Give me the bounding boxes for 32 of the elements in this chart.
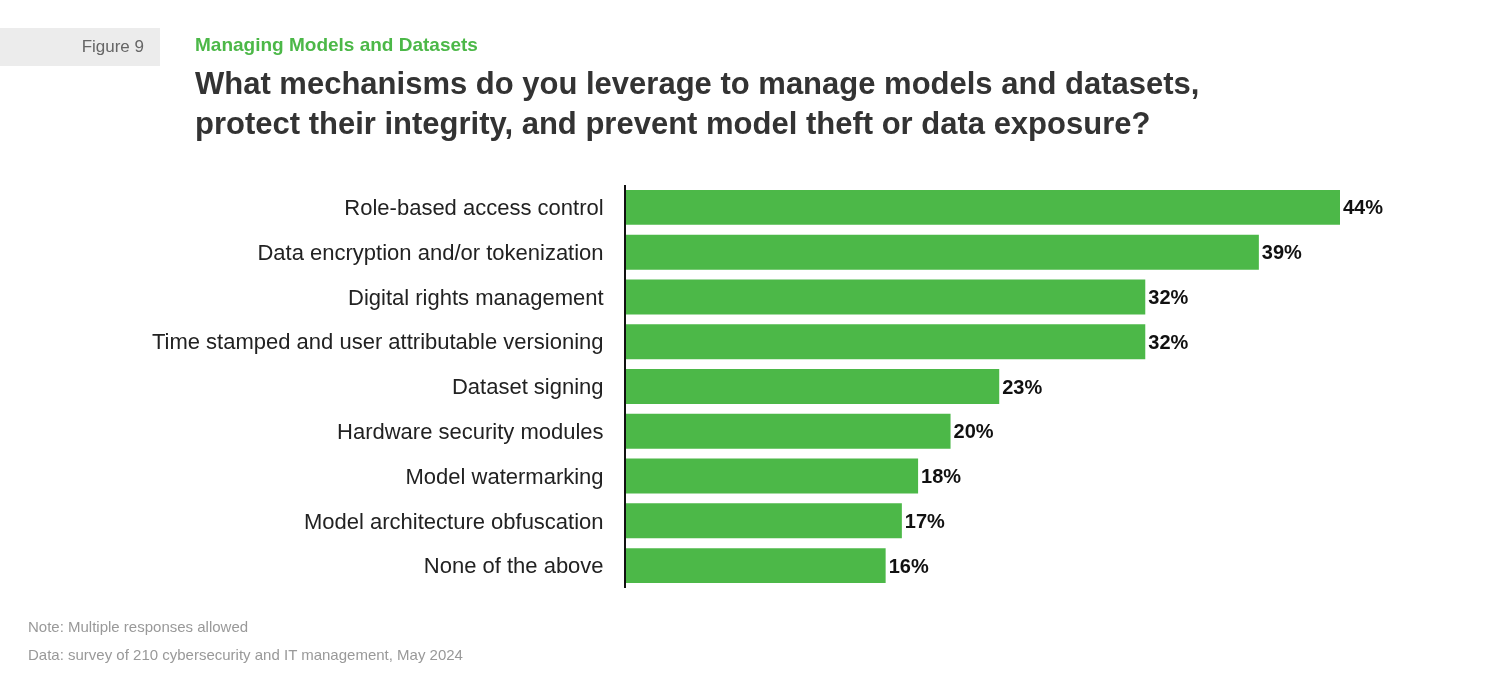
y-tick-label: Dataset signing [451,374,604,400]
y-tick-label: Time stamped and user attributable versioning [151,329,604,355]
bar [626,279,1146,315]
data-label: 32% [1148,330,1189,353]
y-tick-label: Hardware security modules [337,418,604,444]
data-label: 16% [888,554,929,577]
chart-title: What mechanisms do you leverage to manage models and datasets, protect their integrity, and prevent model theft or data exposure? [195,65,1200,143]
text: Managing Models and Datasets [195,34,478,56]
y-tick-label: Model watermarking [405,463,604,489]
y-tick-label: None of the above [423,553,604,579]
y-tick-label: Data encryption and/or tokenization [257,239,604,265]
data-label: 18% [921,465,962,488]
data-label: 20% [953,420,994,443]
y-tick-label: Digital rights management [348,284,604,310]
text: Note: Multiple responses allowed [28,618,249,635]
caption: Figure 9 [0,28,160,66]
data-label: 39% [1261,241,1303,264]
bar [626,413,951,449]
bar [626,324,1146,360]
bar [626,548,886,584]
data-label: 23% [1002,375,1043,398]
bar [626,234,1259,270]
data-label: 32% [1148,285,1189,308]
y-tick-label: Model architecture obfuscation [303,508,604,534]
y-tick-label: Role-based access control [344,195,604,221]
bar [626,189,1340,225]
text: Data: survey of 210 cybersecurity and IT management, May 2024 [28,646,463,663]
data-label: 44% [1343,196,1384,219]
bar [626,458,919,494]
bar [626,369,1000,404]
data-label: 17% [904,509,946,532]
bar [626,503,902,539]
